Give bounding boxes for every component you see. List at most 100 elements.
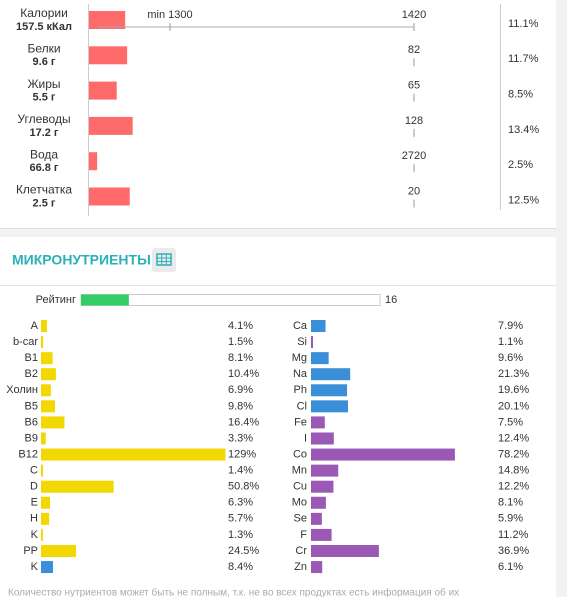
nutrient-name: I	[304, 432, 307, 444]
percent: 21.3%	[498, 368, 529, 380]
percent: 1.4%	[228, 465, 253, 477]
nutrient-name: Углеводы	[17, 112, 70, 126]
percent: 5.7%	[228, 513, 253, 525]
nutrient-name: Mn	[292, 465, 307, 477]
bar	[41, 336, 44, 349]
percent: 11.7%	[508, 53, 539, 65]
bar	[41, 368, 56, 381]
bar	[311, 384, 348, 397]
micro-card	[0, 237, 556, 597]
nutrient-name: H	[30, 513, 38, 525]
bar	[311, 336, 314, 349]
nutrient-name: Ph	[294, 384, 307, 396]
norm-value: 2720	[402, 150, 426, 162]
rating-label: Рейтинг	[36, 294, 76, 306]
percent: 10.4%	[228, 368, 259, 380]
nutrient-name: K	[31, 561, 39, 573]
bar	[41, 528, 43, 541]
bar	[41, 480, 114, 493]
percent: 12.2%	[498, 481, 529, 493]
bar	[41, 512, 50, 525]
nutrient-name: Калории	[20, 6, 68, 20]
norm-value: 65	[408, 80, 420, 92]
bar	[41, 432, 46, 445]
percent: 50.8%	[228, 481, 259, 493]
nutrient-name: Cr	[295, 545, 307, 557]
bar	[311, 352, 329, 365]
percent: 13.4%	[508, 124, 539, 136]
nutrient-name: Cl	[297, 400, 307, 412]
bar	[311, 400, 348, 413]
nutrient-name: Клетчатка	[16, 183, 72, 197]
percent: 8.5%	[508, 89, 533, 101]
nutrient-amount: 17.2 г	[29, 127, 58, 139]
bar	[41, 416, 65, 429]
section-title: МИКРОНУТРИЕНТЫ	[12, 252, 151, 268]
bar	[89, 11, 126, 29]
norm-value: 20	[408, 185, 420, 197]
nutrient-name: Жиры	[27, 77, 60, 91]
percent: 11.1%	[508, 18, 539, 30]
nutrient-amount: 5.5 г	[33, 92, 56, 104]
bar	[41, 561, 54, 574]
nutrient-name: Fe	[294, 416, 307, 428]
percent: 6.9%	[228, 384, 253, 396]
bar	[311, 496, 326, 509]
percent: 9.8%	[228, 400, 253, 412]
footer-note: Количество нутриентов может быть не полн…	[8, 587, 459, 597]
percent: 78.2%	[498, 448, 529, 460]
nutrient-name: Zn	[294, 561, 307, 573]
nutrient-name: Ca	[293, 320, 308, 332]
rating-value: 16	[385, 294, 397, 306]
nutrient-name: PP	[23, 545, 38, 557]
nutrient-name: b-car	[13, 336, 38, 348]
bar	[311, 464, 339, 477]
bar	[311, 432, 334, 445]
percent: 4.1%	[228, 320, 253, 332]
bar	[311, 528, 332, 541]
bar	[41, 320, 47, 332]
bar	[89, 152, 98, 171]
nutrient-name: B1	[25, 352, 38, 364]
percent: 2.5%	[508, 159, 533, 171]
percent: 3.3%	[228, 432, 253, 444]
table-icon[interactable]	[152, 248, 176, 272]
nutrient-name: D	[30, 481, 38, 493]
percent: 14.8%	[498, 465, 529, 477]
percent: 6.1%	[498, 561, 523, 573]
bar	[311, 480, 334, 493]
norm-value: 128	[405, 115, 423, 127]
percent: 19.6%	[498, 384, 529, 396]
percent: 36.9%	[498, 545, 529, 557]
nutrient-amount: 157.5 кКал	[16, 21, 72, 33]
bar	[41, 496, 51, 509]
percent: 11.2%	[498, 529, 529, 541]
bar	[41, 352, 53, 365]
nutrient-name: Mg	[292, 352, 307, 364]
percent: 6.3%	[228, 497, 253, 509]
nutrient-name: Белки	[27, 41, 60, 55]
percent: 5.9%	[498, 513, 523, 525]
nutrient-name: Si	[297, 336, 307, 348]
bar	[311, 512, 322, 525]
nutrient-amount: 66.8 г	[29, 162, 58, 174]
nutrient-name: E	[31, 497, 38, 509]
bar	[41, 544, 77, 557]
percent: 129%	[228, 448, 256, 460]
percent: 9.6%	[498, 352, 523, 364]
nutrient-name: B5	[25, 400, 38, 412]
nutrient-amount: 2.5 г	[33, 197, 56, 209]
bar	[311, 448, 455, 461]
bar	[41, 464, 44, 477]
percent: 12.5%	[508, 194, 539, 206]
min-value: min 1300	[147, 9, 192, 21]
nutrient-name: C	[30, 465, 38, 477]
bar	[311, 368, 351, 381]
norm-value: 82	[408, 44, 420, 56]
percent: 20.1%	[498, 400, 529, 412]
bar	[89, 116, 133, 135]
nutrient-amount: 9.6 г	[33, 56, 56, 68]
percent: 7.9%	[498, 320, 523, 332]
